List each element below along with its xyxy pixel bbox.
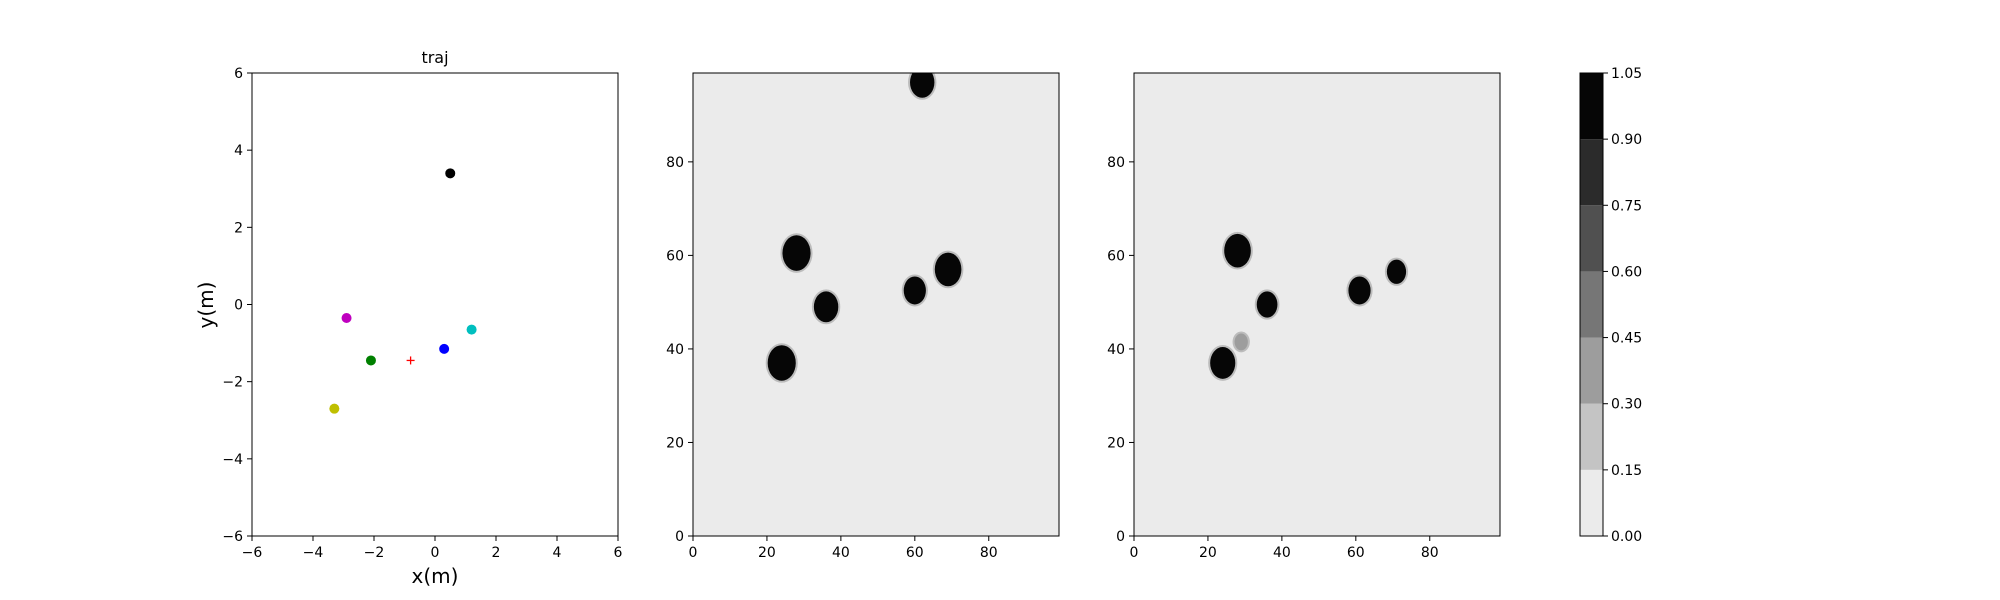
traj-ytick-label: 0 bbox=[234, 298, 243, 314]
heatmap-1-ytick-label: 60 bbox=[666, 248, 684, 264]
heatmap-1-ticks: 0 20 40 60 80 0 20 40 60 80 bbox=[666, 155, 997, 561]
heatmap-2-blob bbox=[1348, 276, 1371, 305]
colorbar: 0.00 0.15 0.30 0.45 0.60 0.75 0.90 1.05 bbox=[1579, 66, 1642, 545]
heatmap-1-xtick-label: 0 bbox=[689, 545, 698, 561]
traj-xtick-label: −2 bbox=[364, 545, 385, 561]
heatmap-1-xtick-label: 80 bbox=[980, 545, 998, 561]
traj-ticks: −6 −4 −2 0 2 4 6 −6 −4 −2 0 2 4 6 bbox=[222, 66, 622, 561]
heatmap-2-blobs bbox=[1208, 231, 1409, 381]
heatmap-1-frame bbox=[692, 72, 1060, 537]
colorbar-tick-label: 0.30 bbox=[1611, 397, 1642, 413]
traj-xlabel: x(m) bbox=[412, 564, 459, 588]
heatmap-2-blob bbox=[1386, 259, 1407, 284]
colorbar-tick-label: 0.00 bbox=[1611, 529, 1642, 545]
heatmap-1-ytick-label: 80 bbox=[666, 155, 684, 171]
heatmap-1-background bbox=[693, 73, 1059, 536]
heatmap-2-xtick-label: 60 bbox=[1347, 545, 1365, 561]
traj-xtick-label: 6 bbox=[614, 545, 623, 561]
traj-scatter-panel: traj −6 −4 −2 0 2 4 6 −6 −4 −2 0 2 4 6 x(m) y(m) bbox=[194, 48, 623, 588]
traj-agent-point bbox=[341, 313, 352, 324]
traj-agent-point bbox=[329, 403, 340, 414]
colorbar-band bbox=[1580, 469, 1603, 536]
colorbar-tick-label: 0.15 bbox=[1611, 463, 1642, 479]
traj-axes-frame bbox=[251, 72, 619, 537]
heatmap-1-blob bbox=[767, 345, 796, 381]
traj-agent-point bbox=[439, 343, 450, 354]
colorbar-tick-label: 1.05 bbox=[1611, 66, 1642, 82]
traj-goal-marker bbox=[406, 356, 415, 365]
heatmap-2-xtick-label: 0 bbox=[1130, 545, 1139, 561]
heatmap-2-ticks: 0 20 40 60 80 0 20 40 60 80 bbox=[1107, 155, 1438, 561]
heatmap-2-blob bbox=[1210, 347, 1236, 379]
heatmap-2-ytick-label: 20 bbox=[1107, 435, 1125, 451]
traj-ytick-label: −6 bbox=[222, 529, 243, 545]
colorbar-tick-label: 0.75 bbox=[1611, 198, 1642, 214]
heatmap-1-ytick-label: 20 bbox=[666, 435, 684, 451]
heatmap-2-blob bbox=[1234, 333, 1248, 351]
traj-xtick-label: 4 bbox=[553, 545, 562, 561]
traj-ytick-label: 6 bbox=[234, 66, 243, 82]
traj-ytick-label: 2 bbox=[234, 220, 243, 236]
heatmap-1-xtick-label: 20 bbox=[758, 545, 776, 561]
traj-agent-point bbox=[466, 324, 477, 335]
colorbar-band bbox=[1580, 271, 1603, 338]
heatmap-2-xtick-label: 20 bbox=[1199, 545, 1217, 561]
traj-ytick-label: −2 bbox=[222, 375, 243, 391]
heatmap-2-ytick-label: 40 bbox=[1107, 342, 1125, 358]
heatmap-2-xtick-label: 40 bbox=[1273, 545, 1291, 561]
heatmap-2-blob bbox=[1224, 233, 1251, 268]
heatmap-1-xtick-label: 40 bbox=[832, 545, 850, 561]
heatmap-1-blob bbox=[782, 235, 811, 271]
heatmap-panel-2: 0 20 40 60 80 0 20 40 60 80 bbox=[1107, 72, 1501, 561]
colorbar-tick-label: 0.90 bbox=[1611, 132, 1642, 148]
heatmap-1-ytick-label: 40 bbox=[666, 342, 684, 358]
colorbar-band bbox=[1580, 205, 1603, 272]
heatmap-1-blob bbox=[903, 276, 926, 305]
traj-agent-point bbox=[365, 355, 376, 366]
colorbar-band bbox=[1580, 73, 1603, 140]
colorbar-tick-label: 0.60 bbox=[1611, 264, 1642, 280]
heatmap-2-ytick-label: 0 bbox=[1116, 529, 1125, 545]
colorbar-frame bbox=[1579, 72, 1604, 537]
heatmap-2-xtick-label: 80 bbox=[1421, 545, 1439, 561]
traj-ytick-label: −4 bbox=[222, 452, 243, 468]
heatmap-panel-1: 0 20 40 60 80 0 20 40 60 80 bbox=[666, 72, 1060, 561]
traj-xtick-label: −4 bbox=[303, 545, 324, 561]
colorbar-bands bbox=[1580, 73, 1603, 536]
heatmap-2-frame bbox=[1133, 72, 1501, 537]
heatmap-2-ytick-label: 60 bbox=[1107, 248, 1125, 264]
traj-title: traj bbox=[421, 48, 448, 67]
traj-xtick-label: 0 bbox=[431, 545, 440, 561]
traj-ytick-label: 4 bbox=[234, 143, 243, 159]
heatmap-1-blob bbox=[934, 252, 962, 287]
heatmap-1-blob bbox=[813, 291, 839, 323]
colorbar-band bbox=[1580, 403, 1603, 470]
traj-points bbox=[329, 168, 477, 414]
heatmap-2-ytick-label: 80 bbox=[1107, 155, 1125, 171]
traj-xtick-label: 2 bbox=[492, 545, 501, 561]
heatmap-1-xtick-label: 60 bbox=[906, 545, 924, 561]
traj-xtick-label: −6 bbox=[242, 545, 263, 561]
colorbar-band bbox=[1580, 337, 1603, 404]
heatmap-2-blob bbox=[1256, 291, 1278, 318]
colorbar-tick-label: 0.45 bbox=[1611, 331, 1642, 347]
heatmap-1-blob bbox=[910, 73, 935, 98]
colorbar-band bbox=[1580, 139, 1603, 206]
heatmap-2-background bbox=[1134, 73, 1500, 536]
heatmap-1-blobs bbox=[765, 73, 964, 383]
colorbar-ticks: 0.00 0.15 0.30 0.45 0.60 0.75 0.90 1.05 bbox=[1603, 66, 1642, 545]
traj-ylabel: y(m) bbox=[194, 282, 218, 329]
heatmap-1-ytick-label: 0 bbox=[675, 529, 684, 545]
traj-agent-point bbox=[445, 168, 456, 179]
